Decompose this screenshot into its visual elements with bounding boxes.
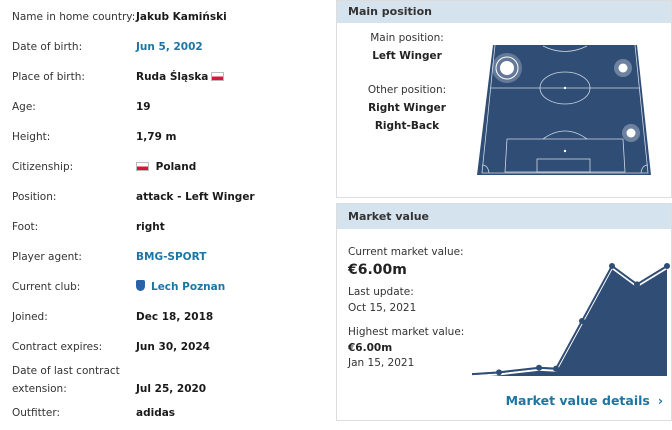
chart-point[interactable] (664, 263, 670, 269)
detail-label: Player agent: (12, 251, 82, 263)
club-crest-icon (136, 280, 145, 291)
highest-date: Jan 15, 2021 (348, 357, 415, 369)
detail-row: Joined: Dec 18, 2018 (12, 308, 332, 328)
chart-point[interactable] (579, 318, 585, 324)
chart-point[interactable] (609, 263, 615, 269)
detail-value: adidas (136, 407, 176, 419)
main-position-value: Left Winger (372, 50, 442, 62)
poland-flag-icon (136, 162, 149, 171)
other-position-value: Right-Back (374, 120, 440, 132)
detail-label: Contract expires: (12, 341, 103, 353)
detail-value-text: Jun 5, 2002 (136, 41, 203, 53)
detail-value: attack - Left Winger (136, 188, 255, 206)
chart-line (472, 264, 668, 376)
other-position-marker (622, 124, 640, 142)
market-value-details-label: Market value details (505, 393, 650, 408)
detail-value-text: Jun 30, 2024 (136, 341, 210, 353)
detail-label: Date of last contract (12, 365, 120, 377)
detail-value-text: Jakub Kamiński (136, 11, 227, 23)
detail-value-text: Lech Poznan (151, 281, 226, 293)
detail-value[interactable]: Jun 5, 2002 (136, 38, 203, 56)
detail-value[interactable]: BMG-SPORT (136, 248, 206, 266)
chart-point[interactable] (634, 281, 640, 288)
detail-label: Citizenship: (12, 161, 74, 173)
detail-row: Date of birth: Jun 5, 2002 (12, 38, 332, 58)
detail-value: Jul 25, 2020 (136, 383, 207, 395)
market-value-panel: Market value Current market value: €6.00… (336, 203, 672, 421)
detail-row: Position: attack - Left Winger (12, 188, 332, 208)
other-position-value: Right Winger (368, 102, 446, 114)
detail-value: 19 (136, 98, 151, 116)
detail-value: right (136, 218, 165, 236)
detail-label: Current club: (12, 281, 81, 293)
market-value-details-link[interactable]: Market value details › (506, 393, 663, 408)
main-position-label: Main position: (370, 32, 444, 44)
detail-value: Ruda Śląska (136, 68, 227, 86)
last-update-value: Oct 15, 2021 (348, 302, 417, 314)
detail-row: Contract expires: Jun 30, 2024 (12, 338, 332, 358)
chart-point[interactable] (553, 365, 559, 372)
detail-value-text: right (136, 221, 165, 233)
detail-label: Outfitter: (12, 407, 61, 419)
detail-row: Current club: Lech Poznan (12, 278, 332, 298)
detail-label: Place of birth: (12, 71, 85, 83)
player-details: Name in home country: Jakub Kamiński Date … (12, 8, 332, 424)
detail-row: Outfitter: adidas (12, 404, 332, 424)
highest-value-label: Highest market value: (348, 326, 465, 338)
detail-label: Age: (12, 101, 36, 113)
other-position-label: Other position: (367, 84, 447, 96)
detail-value-text: 19 (136, 101, 151, 113)
detail-label: Position: (12, 191, 57, 203)
current-value: €6.00m (348, 262, 407, 278)
detail-row: Age: 19 (12, 98, 332, 118)
detail-value-text: Ruda Śląska (136, 71, 209, 83)
detail-label: Foot: (12, 221, 39, 233)
detail-row: Height: 1,79 m (12, 128, 332, 148)
chart-point[interactable] (536, 364, 542, 371)
detail-value-text: attack - Left Winger (136, 191, 255, 203)
detail-label: Height: (12, 131, 51, 143)
detail-label: Name in home country: (12, 11, 136, 23)
chart-point[interactable] (496, 369, 502, 376)
chart-area (472, 266, 667, 376)
detail-value: Jun 30, 2024 (136, 338, 210, 356)
main-position-header: Main position (337, 1, 671, 23)
detail-value[interactable]: Lech Poznan (136, 278, 225, 296)
detail-row: Player agent: BMG-SPORT (12, 248, 332, 268)
market-value-chart[interactable] (472, 254, 672, 378)
last-update-label: Last update: (348, 286, 414, 298)
main-position-panel: Main position Main position: Left Winger… (336, 0, 672, 198)
detail-value: Poland (136, 158, 196, 176)
market-value-header: Market value (337, 204, 671, 229)
chevron-right-icon: › (657, 393, 663, 408)
detail-label: Date of birth: (12, 41, 83, 53)
detail-label: Joined: (12, 311, 48, 323)
detail-value-text: 1,79 m (136, 131, 177, 143)
main-position-marker (492, 53, 522, 83)
detail-label: extension: (12, 383, 67, 395)
detail-row: Date of last contract extension: Jul 25, 2… (12, 362, 332, 398)
other-position-marker (614, 59, 632, 77)
detail-value-text: Poland (155, 161, 197, 173)
detail-value: Dec 18, 2018 (136, 308, 213, 326)
detail-row: Foot: right (12, 218, 332, 238)
pitch-diagram (477, 45, 651, 175)
detail-value-text: BMG-SPORT (136, 251, 207, 263)
highest-value: €6.00m (348, 342, 393, 354)
detail-row: Place of birth: Ruda Śląska (12, 68, 332, 88)
current-value-label: Current market value: (348, 246, 464, 258)
detail-row: Name in home country: Jakub Kamiński (12, 8, 332, 28)
poland-flag-icon (211, 72, 225, 81)
detail-value: 1,79 m (136, 128, 177, 146)
detail-row: Citizenship: Poland (12, 158, 332, 178)
detail-value-text: Dec 18, 2018 (136, 311, 214, 323)
detail-value: Jakub Kamiński (136, 8, 227, 26)
